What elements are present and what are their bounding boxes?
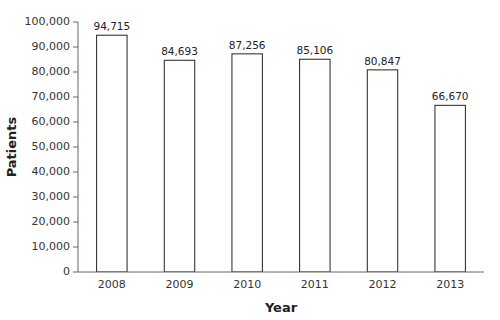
bar [232,54,262,272]
x-tick-label: 2008 [98,278,126,291]
y-tick [73,72,78,73]
y-tick [73,147,78,148]
bar [164,60,194,272]
x-tick-label: 2012 [369,278,397,291]
bar [435,105,465,272]
y-tick [73,272,78,273]
bars [97,35,466,272]
y-tick [73,22,78,23]
y-tick [73,222,78,223]
bar [367,70,397,272]
y-tick-label: 70,000 [32,90,71,103]
y-tick-label: 90,000 [32,40,71,53]
x-tick-label: 2013 [436,278,464,291]
y-axis-title: Patients [4,116,19,177]
y-tick-label: 50,000 [32,140,71,153]
y-tick [73,197,78,198]
y-tick [73,172,78,173]
y-tick [73,47,78,48]
y-tick [73,122,78,123]
y-tick-label: 80,000 [32,65,71,78]
data-label: 85,106 [296,44,333,56]
data-label: 80,847 [364,55,401,67]
x-tick-label: 2009 [166,278,194,291]
y-tick-label: 60,000 [32,115,71,128]
bar [97,35,127,272]
x-tick-label: 2011 [301,278,329,291]
y-tick [73,97,78,98]
x-tick-label: 2010 [233,278,261,291]
y-tick-label: 40,000 [32,165,71,178]
y-axis-line [78,22,79,272]
data-label: 84,693 [161,45,198,57]
data-label: 66,670 [432,90,469,102]
data-label: 94,715 [93,20,130,32]
chart: 0 10,000 20,000 30,000 40,000 50,000 60,000 70,… [0,0,500,320]
data-label: 87,256 [229,39,266,51]
bar [300,59,330,272]
y-tick-label: 100,000 [25,15,71,28]
y-tick-label: 0 [63,265,70,278]
x-axis-line [78,272,484,273]
y-tick [73,247,78,248]
x-axis: 2008 2009 2010 2011 2012 2013 [78,22,484,291]
y-tick-label: 10,000 [32,240,71,253]
y-tick-label: 30,000 [32,190,71,203]
data-labels: 94,715 84,693 87,256 85,106 80,847 66,670 [93,20,468,102]
x-axis-title: Year [264,300,298,315]
y-tick-label: 20,000 [32,215,71,228]
y-axis: 0 10,000 20,000 30,000 40,000 50,000 60,000 70,… [25,15,79,278]
